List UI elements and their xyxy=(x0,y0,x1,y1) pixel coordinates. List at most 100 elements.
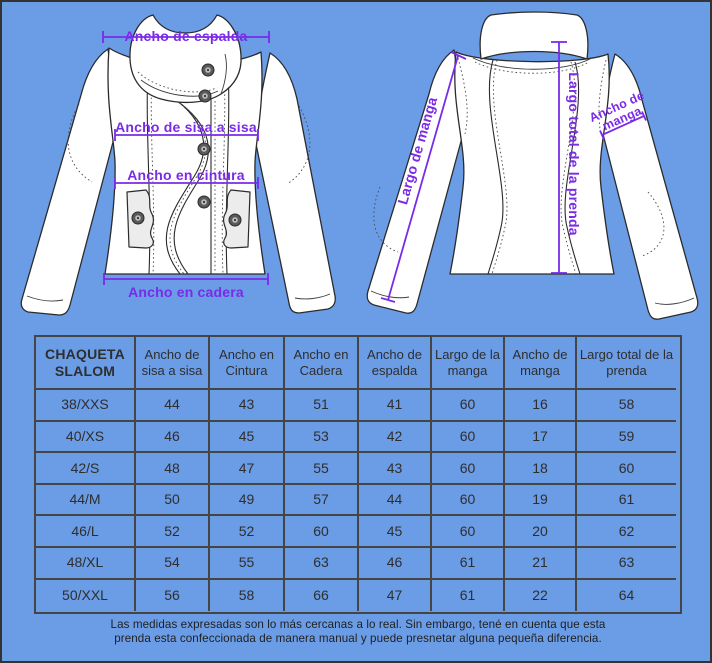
value-cell: 60 xyxy=(432,453,505,485)
value-cell: 41 xyxy=(359,390,432,422)
disclaimer-note: Las medidas expresadas son lo más cercan… xyxy=(2,618,710,645)
value-cell: 59 xyxy=(577,422,676,454)
front-measurements: Ancho de espalda Ancho de sisa a sisa An… xyxy=(102,28,270,300)
value-cell: 60 xyxy=(577,453,676,485)
value-cell: 60 xyxy=(432,516,505,548)
value-cell: 17 xyxy=(505,421,577,454)
measure-label-espalda: Ancho de espalda xyxy=(124,28,247,44)
value-cell: 54 xyxy=(136,547,210,580)
measure-label-largo-total: Largo total de la prenda xyxy=(566,72,582,236)
back-left-cuff-seam xyxy=(370,290,410,299)
pocket-button xyxy=(228,213,242,227)
front-left-sleeve xyxy=(20,48,115,316)
pocket-button xyxy=(131,211,145,225)
back-neckline-stitch xyxy=(474,61,590,74)
front-left-cuff-seam xyxy=(26,295,64,302)
value-cell: 58 xyxy=(577,390,676,422)
value-cell: 53 xyxy=(285,421,359,454)
value-cell: 62 xyxy=(577,516,676,548)
back-right-sleeve xyxy=(602,53,699,320)
value-cell: 60 xyxy=(285,516,359,548)
value-cell: 18 xyxy=(505,453,577,485)
button xyxy=(197,195,211,209)
disclaimer-line: prenda esta confeccionada de manera manu… xyxy=(114,631,602,645)
value-cell: 52 xyxy=(136,516,210,548)
value-cell: 61 xyxy=(432,547,505,580)
measure-label-cintura: Ancho en cintura xyxy=(127,167,245,183)
button xyxy=(197,142,211,156)
value-cell: 16 xyxy=(505,390,577,422)
value-cell: 60 xyxy=(432,421,505,454)
value-cell: 22 xyxy=(505,579,577,612)
front-right-seam xyxy=(225,64,230,275)
value-cell: 43 xyxy=(359,453,432,485)
back-left-seam-stitch xyxy=(491,59,508,275)
value-cell: 47 xyxy=(210,453,285,485)
value-cell: 55 xyxy=(210,547,285,580)
value-cell: 47 xyxy=(359,579,432,612)
size-cell: 38/XXS xyxy=(36,390,136,422)
value-cell: 19 xyxy=(505,484,577,517)
value-cell: 50 xyxy=(136,484,210,517)
value-cell: 44 xyxy=(359,484,432,517)
front-collar-stitch xyxy=(137,71,217,93)
measure-label-sisa: Ancho de sisa a sisa xyxy=(115,119,257,135)
button xyxy=(201,63,215,77)
front-jacket-sketch: Ancho de espalda Ancho de sisa a sisa An… xyxy=(20,14,336,316)
value-cell: 48 xyxy=(136,453,210,485)
disclaimer-line: Las medidas expresadas son lo más cercan… xyxy=(110,618,606,631)
value-cell: 21 xyxy=(505,547,577,580)
size-cell: 44/M xyxy=(36,484,136,517)
value-cell: 49 xyxy=(210,484,285,517)
value-cell: 66 xyxy=(285,579,359,612)
front-right-cuff-seam xyxy=(294,293,331,300)
column-header-largo-manga: Largo de la manga xyxy=(432,337,505,390)
back-right-seam xyxy=(564,61,581,275)
value-cell: 63 xyxy=(285,547,359,580)
value-cell: 58 xyxy=(210,579,285,612)
size-table: CHAQUETA SLALOM Ancho de sisa a sisa Anc… xyxy=(34,335,682,614)
value-cell: 60 xyxy=(432,390,505,422)
value-cell: 63 xyxy=(577,548,676,580)
column-header-largo-total: Largo total de la prenda xyxy=(577,337,676,390)
size-cell: 50/XXL xyxy=(36,579,136,612)
value-cell: 42 xyxy=(359,421,432,454)
measure-label-cadera: Ancho en cadera xyxy=(128,284,244,300)
value-cell: 55 xyxy=(285,453,359,485)
column-header-cadera: Ancho en Cadera xyxy=(285,337,359,390)
size-cell: 48/XL xyxy=(36,547,136,580)
button xyxy=(198,89,212,103)
column-header-ancho-manga: Ancho de manga xyxy=(505,337,577,390)
back-left-elbow-stitch xyxy=(373,186,399,253)
column-header-sisa: Ancho de sisa a sisa xyxy=(136,337,210,390)
value-cell: 57 xyxy=(285,484,359,517)
front-collar-overlap xyxy=(220,53,227,95)
front-scurve-stitch xyxy=(158,88,207,275)
jacket-sketches: Ancho de espalda Ancho de sisa a sisa An… xyxy=(20,11,699,320)
back-right-elbow-stitch xyxy=(641,191,665,257)
value-cell: 56 xyxy=(136,579,210,612)
value-cell: 61 xyxy=(577,485,676,517)
front-collar-fold xyxy=(140,79,219,97)
value-cell: 45 xyxy=(210,421,285,454)
back-neckline-seam xyxy=(472,57,593,70)
value-cell: 61 xyxy=(432,579,505,612)
value-cell: 46 xyxy=(136,421,210,454)
column-header-cintura: Ancho en Cintura xyxy=(210,337,285,390)
back-collar xyxy=(479,11,589,60)
back-left-seam xyxy=(487,59,504,275)
size-cell: 46/L xyxy=(36,516,136,548)
value-cell: 51 xyxy=(285,390,359,422)
back-body xyxy=(449,51,615,275)
front-scurve-outer xyxy=(154,86,205,275)
back-right-cuff-seam xyxy=(654,297,695,305)
back-jacket-sketch: Largo total de la prenda Largo de manga … xyxy=(366,11,699,320)
value-cell: 64 xyxy=(618,586,635,603)
value-cell: 52 xyxy=(210,516,285,548)
front-buttons xyxy=(131,63,242,227)
value-cell: 44 xyxy=(136,390,210,422)
size-cell: 42/S xyxy=(36,453,136,485)
column-header-espalda: Ancho de espalda xyxy=(359,337,432,390)
size-cell: 40/XS xyxy=(36,421,136,454)
